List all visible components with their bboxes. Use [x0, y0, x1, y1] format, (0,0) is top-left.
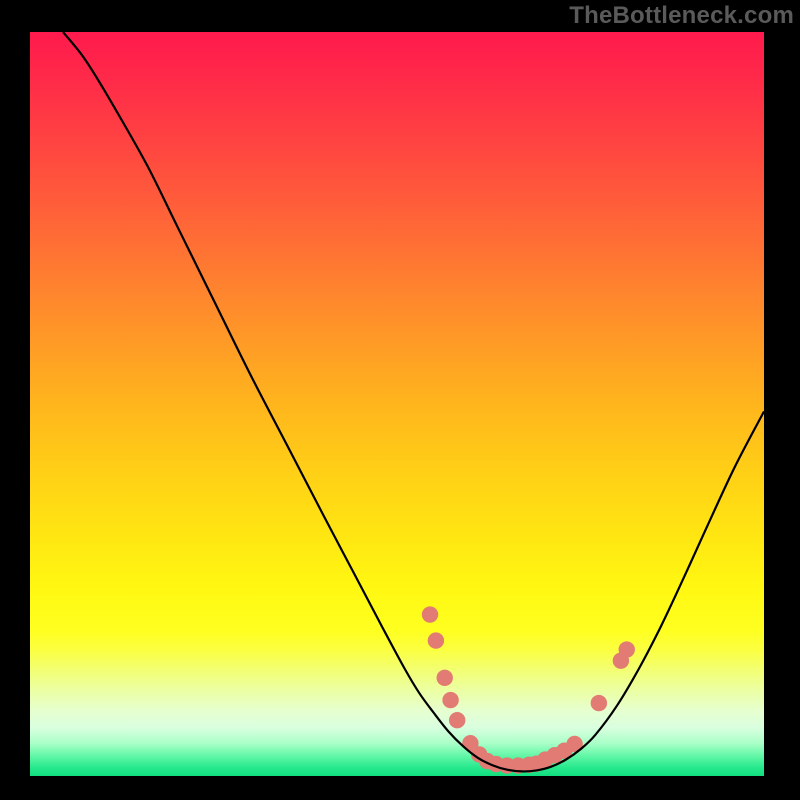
data-marker — [591, 695, 607, 711]
data-marker — [619, 641, 635, 657]
watermark-label: TheBottleneck.com — [569, 2, 794, 30]
data-marker — [442, 692, 458, 708]
data-marker — [449, 712, 465, 728]
data-marker — [422, 606, 438, 622]
chart-root: TheBottleneck.com — [0, 0, 800, 800]
data-marker — [428, 632, 444, 648]
gradient-background — [30, 32, 764, 776]
bottleneck-chart — [0, 0, 800, 800]
data-marker — [437, 670, 453, 686]
